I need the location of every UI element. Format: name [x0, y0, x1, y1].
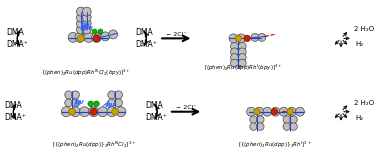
Circle shape — [239, 42, 246, 50]
Text: DMA: DMA — [146, 101, 163, 110]
Circle shape — [290, 116, 297, 123]
Text: hν: hν — [106, 102, 116, 108]
Circle shape — [116, 107, 126, 117]
Circle shape — [84, 32, 94, 42]
Circle shape — [109, 30, 118, 39]
Text: − 2Cl⁻: − 2Cl⁻ — [176, 105, 197, 110]
Text: H₂: H₂ — [356, 115, 364, 121]
Circle shape — [71, 91, 79, 99]
Circle shape — [82, 19, 91, 28]
Text: $\mathit{[\{(phen)_2Ru(dpp)\}_2Rh^I]^{3+}}$: $\mathit{[\{(phen)_2Ru(dpp)\}_2Rh^I]^{3+… — [238, 140, 311, 150]
Text: − 2Cl⁻: − 2Cl⁻ — [166, 32, 187, 37]
Circle shape — [296, 107, 304, 116]
Circle shape — [76, 13, 85, 22]
Circle shape — [75, 32, 85, 42]
Circle shape — [101, 32, 110, 41]
Circle shape — [76, 7, 85, 16]
Circle shape — [115, 91, 122, 99]
Circle shape — [65, 99, 73, 107]
Text: DMA⁺: DMA⁺ — [136, 40, 158, 49]
Circle shape — [244, 35, 250, 42]
Text: DMA⁺: DMA⁺ — [5, 113, 26, 122]
Circle shape — [65, 91, 73, 99]
Circle shape — [283, 116, 290, 123]
Text: H₂: H₂ — [356, 41, 364, 47]
Circle shape — [71, 99, 79, 107]
Circle shape — [231, 42, 239, 50]
Circle shape — [91, 32, 101, 42]
Text: $\mathit{[\{(phen)_2Ru(dpp)\}_2Rh^{III}Cl_2]^{3+}}$: $\mathit{[\{(phen)_2Ru(dpp)\}_2Rh^{III}C… — [51, 140, 136, 150]
Circle shape — [271, 107, 280, 116]
Circle shape — [257, 123, 264, 130]
Circle shape — [69, 108, 76, 115]
Circle shape — [235, 35, 242, 42]
Text: DMA: DMA — [5, 101, 22, 110]
Circle shape — [251, 33, 259, 41]
Circle shape — [90, 108, 97, 115]
Text: hν: hν — [81, 22, 91, 28]
Circle shape — [93, 35, 100, 42]
Circle shape — [279, 107, 288, 116]
Circle shape — [112, 108, 119, 115]
Circle shape — [80, 107, 89, 117]
Circle shape — [76, 25, 85, 34]
Circle shape — [77, 35, 84, 42]
Circle shape — [89, 107, 99, 117]
Text: 2 H₂O: 2 H₂O — [354, 26, 374, 32]
Circle shape — [98, 29, 103, 34]
Circle shape — [287, 107, 296, 116]
Circle shape — [239, 54, 246, 61]
Circle shape — [61, 107, 71, 117]
Text: 2 H₂O: 2 H₂O — [354, 100, 374, 106]
Circle shape — [107, 107, 117, 117]
Circle shape — [94, 101, 99, 106]
Circle shape — [108, 99, 116, 107]
Circle shape — [287, 109, 293, 115]
Circle shape — [231, 54, 239, 61]
Circle shape — [68, 32, 78, 42]
Circle shape — [229, 34, 238, 43]
Circle shape — [237, 34, 246, 43]
Text: DMA⁺: DMA⁺ — [146, 113, 167, 122]
Text: $\mathit{[(phen)_2Ru(dpp)Rh^I(bpy)]^{3+}}$: $\mathit{[(phen)_2Ru(dpp)Rh^I(bpy)]^{3+}… — [204, 63, 282, 73]
Circle shape — [239, 59, 246, 67]
Text: DMA: DMA — [136, 28, 153, 37]
Text: $\mathit{[(phen)_2Ru(dpp)Rh^{III}Cl_2(bpy)]^{3+}}$: $\mathit{[(phen)_2Ru(dpp)Rh^{III}Cl_2(bp… — [42, 68, 131, 78]
Circle shape — [263, 107, 272, 116]
Circle shape — [271, 109, 278, 115]
Circle shape — [231, 48, 239, 56]
Circle shape — [115, 99, 122, 107]
Circle shape — [255, 107, 263, 116]
Text: hν: hν — [75, 99, 85, 105]
Circle shape — [250, 123, 257, 130]
Circle shape — [70, 107, 80, 117]
Circle shape — [254, 109, 260, 115]
Text: DMA: DMA — [6, 28, 24, 37]
Circle shape — [76, 19, 85, 28]
Circle shape — [88, 101, 93, 106]
Circle shape — [82, 25, 91, 34]
Circle shape — [239, 48, 246, 56]
Circle shape — [257, 116, 264, 123]
Circle shape — [108, 91, 116, 99]
Circle shape — [290, 123, 297, 130]
Circle shape — [82, 13, 91, 22]
Text: hν: hν — [84, 25, 94, 31]
Circle shape — [283, 123, 290, 130]
Circle shape — [92, 29, 97, 34]
Circle shape — [258, 33, 266, 41]
Circle shape — [231, 59, 239, 67]
Circle shape — [82, 7, 91, 16]
Circle shape — [250, 116, 257, 123]
Circle shape — [247, 107, 256, 116]
Circle shape — [98, 107, 108, 117]
Text: DMA⁺: DMA⁺ — [6, 40, 28, 49]
